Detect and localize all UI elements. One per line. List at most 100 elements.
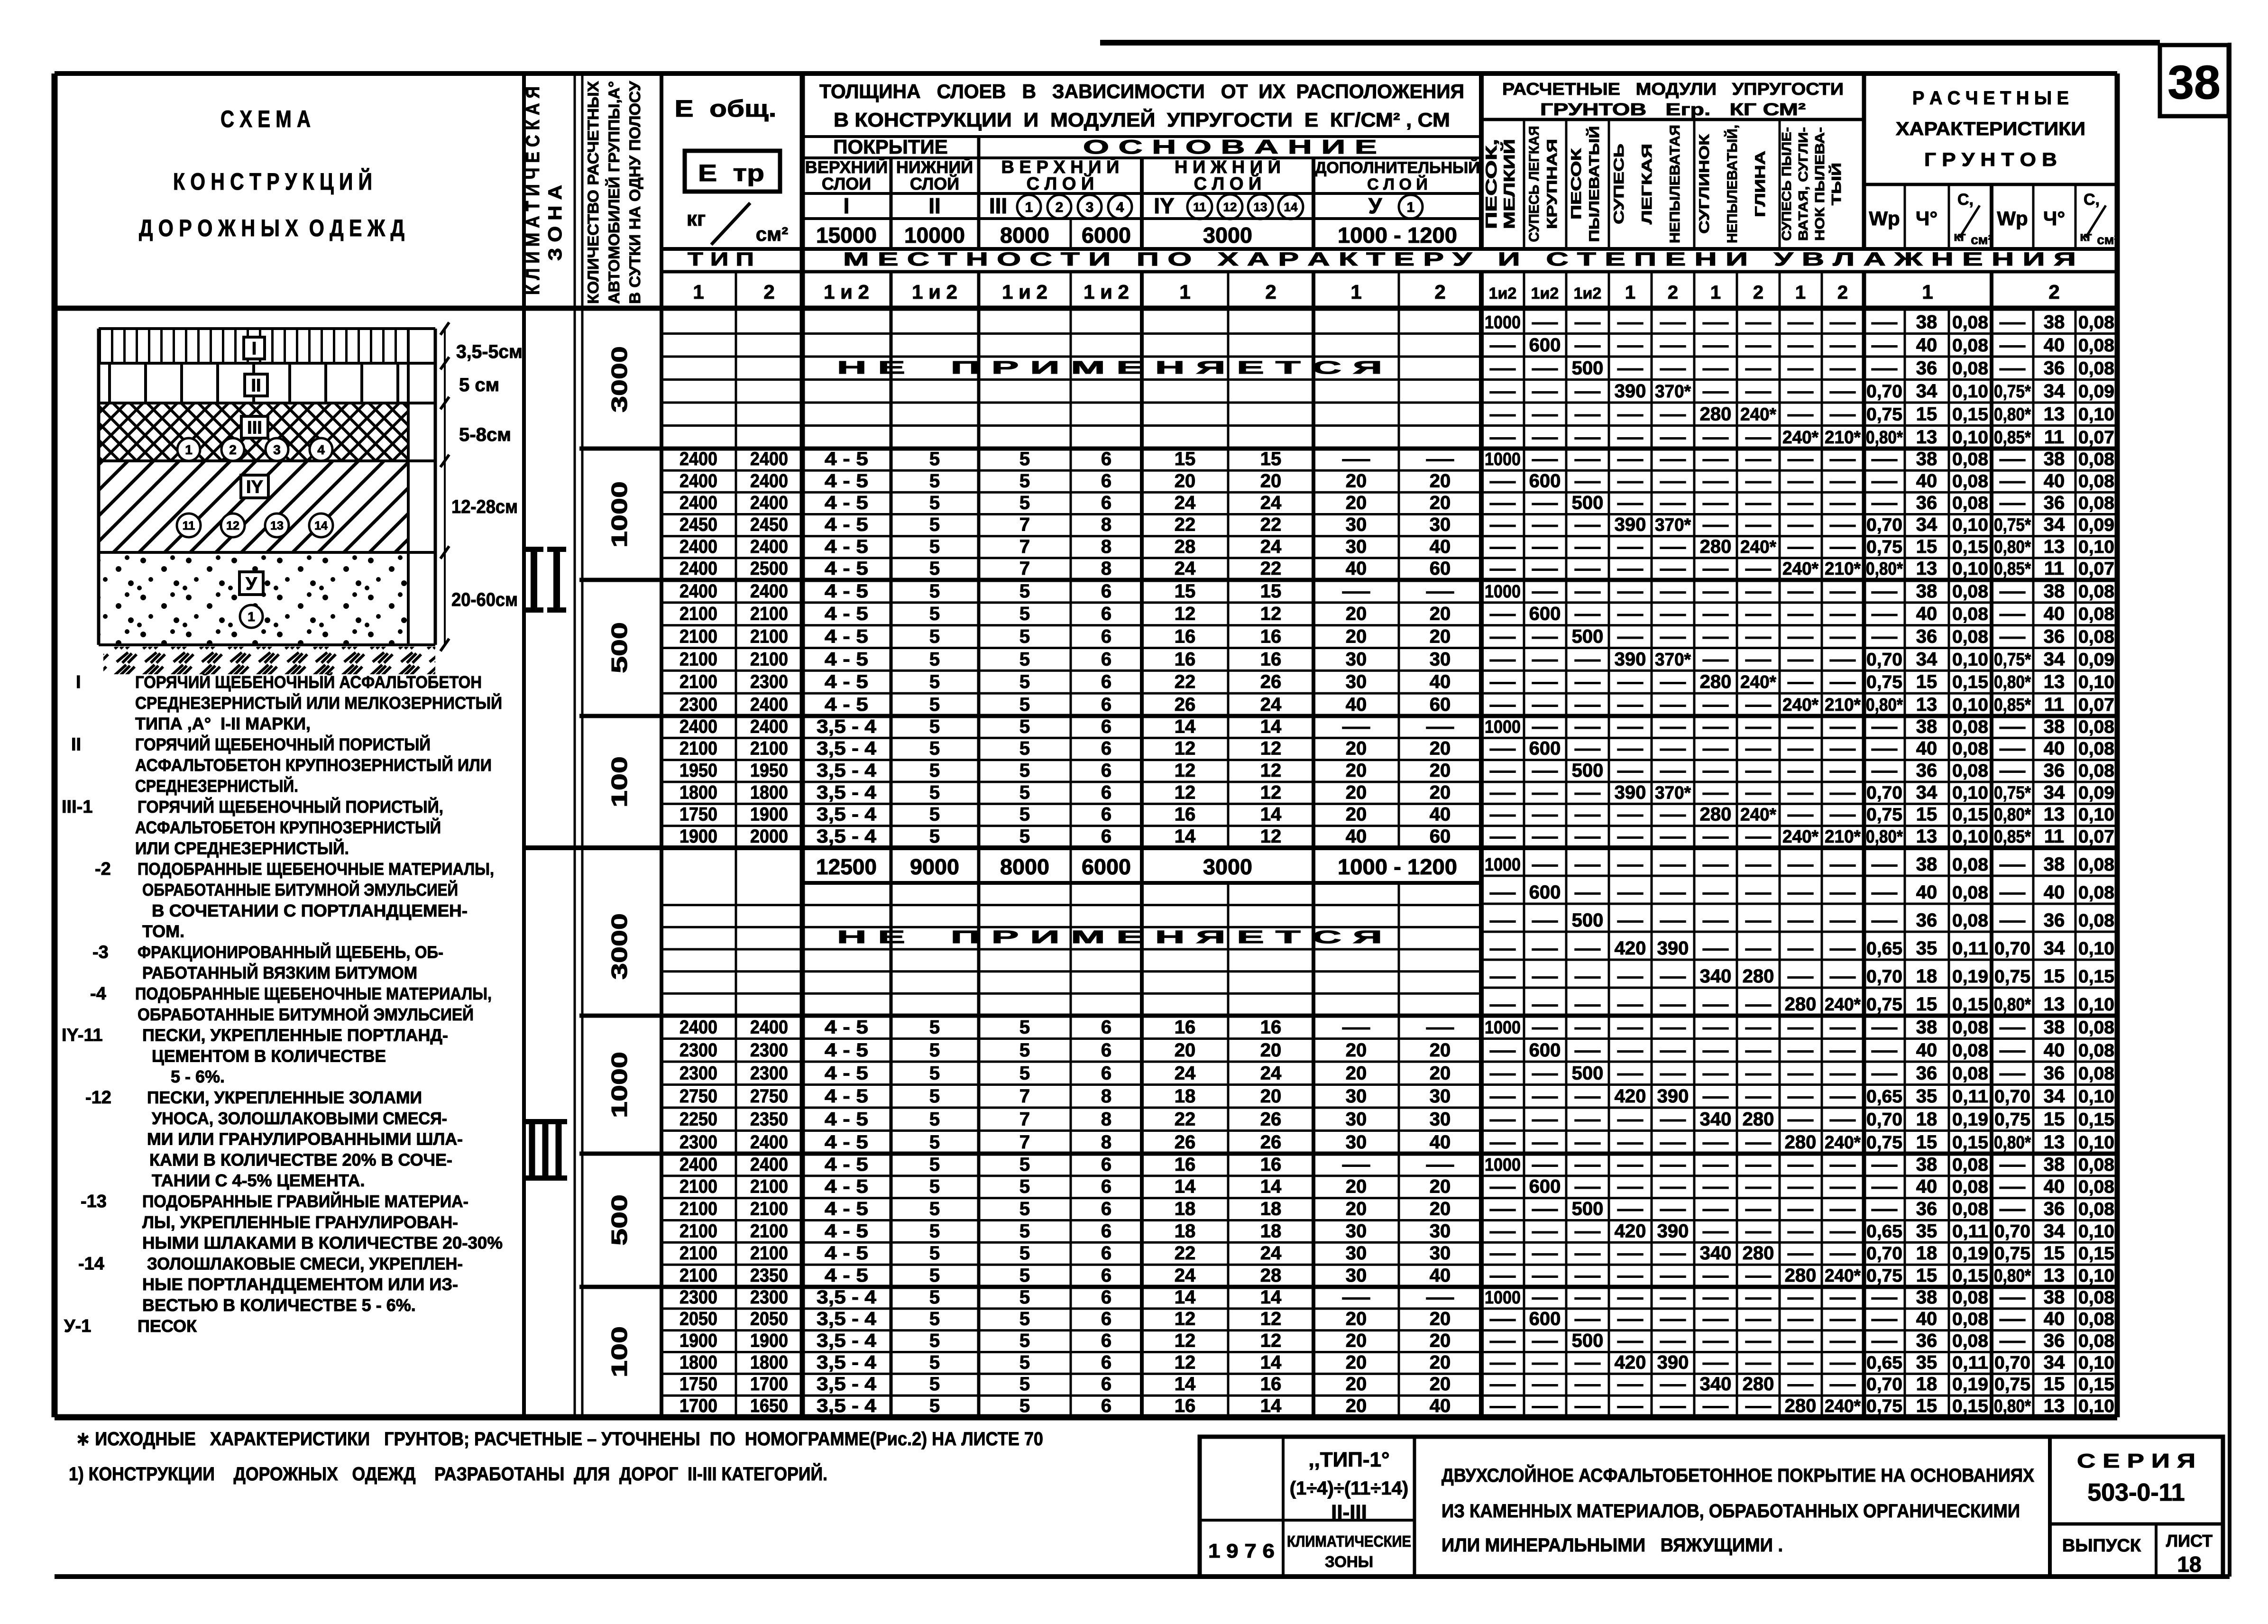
svg-text:14: 14: [314, 519, 328, 532]
svg-text:0,11: 0,11: [1952, 1087, 1988, 1107]
svg-text:—: —: [1617, 335, 1643, 356]
svg-text:13: 13: [2044, 1265, 2065, 1286]
svg-text:0,65: 0,65: [1866, 1353, 1902, 1373]
svg-text:0,70: 0,70: [1866, 515, 1902, 535]
svg-text:16: 16: [1175, 626, 1196, 647]
svg-text:—: —: [1617, 1199, 1643, 1220]
svg-text:2100: 2100: [679, 1176, 717, 1197]
svg-text:280: 280: [1700, 671, 1732, 692]
svg-text:—: —: [1745, 854, 1771, 875]
svg-text:2300: 2300: [679, 1040, 717, 1061]
svg-text:1 и 2: 1 и 2: [1083, 281, 1129, 303]
svg-text:38: 38: [2044, 854, 2065, 875]
svg-text:34: 34: [2044, 514, 2065, 535]
svg-text:40: 40: [1916, 1040, 1937, 1061]
svg-text:—: —: [1703, 826, 1728, 847]
svg-text:У: У: [246, 574, 257, 594]
svg-text:3: 3: [273, 442, 281, 457]
svg-text:34: 34: [2044, 782, 2065, 803]
svg-text:ПЕСКИ, УКРЕПЛЕННЫЕ ЗОЛАМИ: ПЕСКИ, УКРЕПЛЕННЫЕ ЗОЛАМИ: [147, 1088, 422, 1107]
svg-text:—: —: [1660, 1017, 1686, 1038]
svg-text:3,5-5см: 3,5-5см: [456, 341, 523, 362]
svg-text:13: 13: [1916, 558, 1937, 579]
svg-text:36: 36: [1916, 493, 1937, 514]
svg-text:—: —: [1830, 1199, 1855, 1220]
svg-text:—: —: [1532, 1086, 1558, 1107]
svg-text:4 - 5: 4 - 5: [825, 536, 868, 557]
svg-text:II: II: [928, 193, 941, 218]
svg-text:—: —: [2000, 760, 2025, 781]
svg-text:7: 7: [1019, 1086, 1030, 1107]
svg-text:1900: 1900: [679, 1330, 717, 1351]
svg-text:0,08: 0,08: [2078, 1288, 2114, 1308]
svg-text:0,70: 0,70: [1994, 939, 2030, 959]
svg-text:8: 8: [1101, 514, 1111, 535]
svg-text:—: —: [1703, 1040, 1728, 1061]
svg-text:0,08: 0,08: [1952, 1041, 1988, 1061]
svg-text:30: 30: [1346, 1109, 1367, 1130]
svg-text:13: 13: [1916, 694, 1937, 715]
svg-text:—: —: [1575, 536, 1600, 557]
svg-text:2750: 2750: [679, 1086, 717, 1107]
svg-text:36: 36: [2044, 760, 2065, 781]
svg-text:0,08: 0,08: [1952, 359, 1988, 379]
svg-text:—: —: [1788, 514, 1813, 535]
svg-text:4 - 5: 4 - 5: [825, 671, 868, 692]
svg-text:—: —: [1660, 581, 1686, 602]
svg-text:—: —: [1872, 738, 1897, 759]
svg-text:—: —: [1490, 1132, 1515, 1153]
svg-text:20: 20: [1430, 1176, 1451, 1197]
svg-text:—: —: [1660, 994, 1686, 1015]
svg-text:240*: 240*: [1825, 1133, 1861, 1153]
svg-text:1: 1: [1625, 282, 1635, 303]
svg-text:0,70: 0,70: [1866, 382, 1902, 402]
svg-text:6: 6: [1101, 1040, 1111, 1061]
svg-text:ЛЕГКАЯ: ЛЕГКАЯ: [1639, 144, 1655, 224]
svg-text:16: 16: [1260, 649, 1282, 670]
svg-text:Н И Ж Н И Й: Н И Ж Н И Й: [1175, 156, 1281, 177]
svg-text:0,08: 0,08: [1952, 605, 1988, 624]
svg-text:—: —: [1788, 581, 1813, 602]
svg-text:—: —: [1575, 1109, 1600, 1130]
svg-text:0,15: 0,15: [2078, 1244, 2114, 1264]
svg-text:8: 8: [1101, 536, 1111, 557]
svg-text:0,08: 0,08: [1952, 717, 1988, 737]
svg-text:—: —: [1830, 335, 1855, 356]
svg-text:ГОРЯЧИЙ ЩЕБЕНОЧНЫЙ ПОРИСТЫЙ,: ГОРЯЧИЙ ЩЕБЕНОЧНЫЙ ПОРИСТЫЙ,: [138, 797, 443, 817]
svg-text:34: 34: [1916, 782, 1937, 803]
svg-text:2750: 2750: [750, 1086, 788, 1107]
svg-text:—: —: [1703, 312, 1728, 333]
svg-text:СЛОИ: СЛОИ: [822, 174, 871, 193]
svg-text:370*: 370*: [1655, 783, 1691, 803]
svg-text:5: 5: [929, 558, 940, 579]
svg-text:—: —: [1703, 1132, 1728, 1153]
svg-text:—: —: [1872, 910, 1897, 931]
svg-text:2300: 2300: [679, 1287, 717, 1308]
svg-text:36: 36: [1916, 1063, 1937, 1084]
svg-text:2000: 2000: [750, 826, 788, 847]
svg-text:К О Н С Т Р У К Ц И Й: К О Н С Т Р У К Ц И Й: [173, 168, 372, 195]
svg-text:—: —: [1490, 381, 1515, 402]
svg-text:О С Н О В А Н И Е: О С Н О В А Н И Е: [1083, 136, 1377, 158]
svg-text:—: —: [1490, 1176, 1515, 1197]
svg-text:34: 34: [2044, 938, 2065, 959]
svg-text:—: —: [1745, 649, 1771, 670]
svg-text:—: —: [1788, 854, 1813, 875]
svg-text:—: —: [1703, 626, 1728, 647]
svg-text:1000: 1000: [1485, 1155, 1521, 1175]
svg-text:2100: 2100: [750, 738, 788, 759]
svg-text:—: —: [1660, 760, 1686, 781]
svg-text:4 - 5: 4 - 5: [825, 694, 868, 715]
svg-text:—: —: [1532, 1395, 1558, 1416]
svg-text:—: —: [1830, 581, 1855, 602]
svg-text:0,09: 0,09: [2078, 382, 2114, 402]
svg-text:240*: 240*: [1782, 428, 1818, 448]
svg-text:6: 6: [1101, 470, 1111, 491]
svg-text:—: —: [1872, 1309, 1897, 1330]
svg-text:1800: 1800: [679, 1352, 717, 1373]
svg-text:ПОДОБРАННЫЕ ЩЕБЕНОЧНЫЕ МАТЕР: ПОДОБРАННЫЕ ЩЕБЕНОЧНЫЕ МАТЕРИАЛЫ,: [138, 859, 494, 879]
svg-text:40: 40: [1916, 738, 1937, 759]
svg-text:—: —: [1426, 449, 1454, 469]
svg-text:—: —: [1617, 1154, 1643, 1175]
svg-text:-14: -14: [78, 1254, 104, 1274]
